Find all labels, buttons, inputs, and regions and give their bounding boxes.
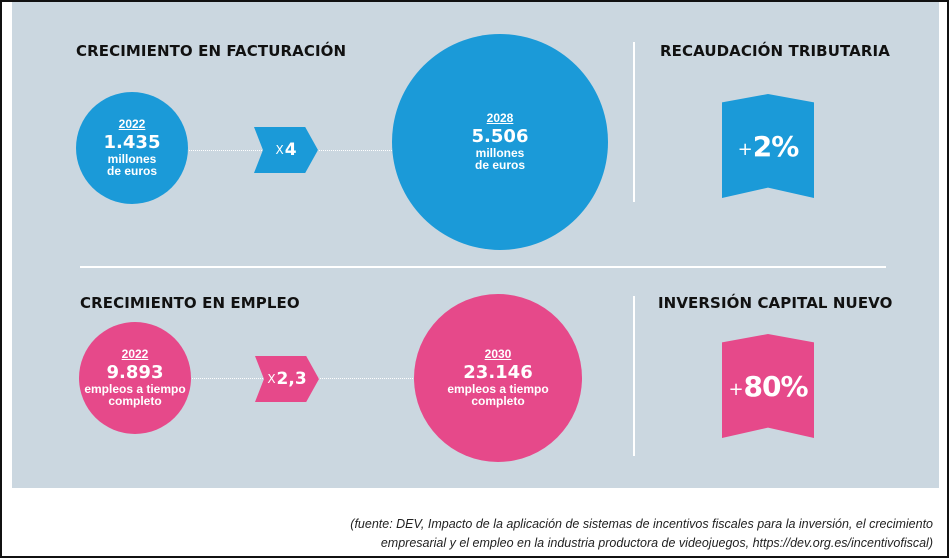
revenue-2022-circle: 2022 1.435 millones de euros [76,92,188,204]
employment-start-unit-2: completo [108,394,162,409]
investment-value: 80% [743,369,809,403]
employment-start-value: 9.893 [106,361,164,383]
revenue-start-value: 1.435 [103,131,161,153]
revenue-multiplier-arrow: X 4 [254,127,318,173]
revenue-2028-circle: 2028 5.506 millones de euros [392,34,608,250]
revenue-multiplier-value: 4 [284,140,297,160]
source-citation: (fuente: DEV, Impacto de la aplicación d… [333,515,933,553]
bottom-divider [633,296,635,456]
employment-start-unit-1: empleos a tiempo [84,381,186,396]
employment-multiplier-arrow: X 2,3 [255,356,319,402]
revenue-end-unit-1: millones [475,145,525,160]
tax-heading: RECAUDACIÓN TRIBUTARIA [660,42,890,60]
investment-ribbon: + 80% [722,334,814,438]
employment-end-value: 23.146 [463,361,533,383]
revenue-start-unit-1: millones [107,151,157,166]
revenue-start-year: 2022 [118,117,146,132]
top-divider [633,42,635,202]
employment-2022-circle: 2022 9.893 empleos a tiempo completo [79,322,191,434]
employment-multiplier-value: 2,3 [276,369,307,389]
employment-start-year: 2022 [121,347,149,362]
revenue-multiplier-prefix: X [275,143,284,157]
revenue-heading: CRECIMIENTO EN FACTURACIÓN [76,42,347,60]
revenue-end-year: 2028 [486,111,514,126]
investment-sign: + [728,378,744,400]
employment-end-unit-1: empleos a tiempo [447,381,549,396]
source-line-1: (fuente: DEV, Impacto de la aplicación d… [350,517,933,531]
employment-heading: CRECIMIENTO EN EMPLEO [80,294,300,312]
employment-multiplier-prefix: X [267,372,276,386]
revenue-start-unit-2: de euros [106,164,157,179]
tax-ribbon: + 2% [722,94,814,198]
investment-heading: INVERSIÓN CAPITAL NUEVO [658,294,893,312]
revenue-end-value: 5.506 [471,125,529,147]
row-separator [80,266,886,268]
source-line-2: empresarial y el empleo en la industria … [380,536,933,550]
tax-sign: + [737,138,753,160]
revenue-end-unit-2: de euros [474,158,525,173]
tax-value: 2% [752,129,800,163]
infographic-panel: CRECIMIENTO EN FACTURACIÓN 2022 1.435 mi… [12,2,939,488]
employment-end-year: 2030 [484,347,512,362]
employment-end-unit-2: completo [471,394,525,409]
employment-2030-circle: 2030 23.146 empleos a tiempo completo [414,294,582,462]
